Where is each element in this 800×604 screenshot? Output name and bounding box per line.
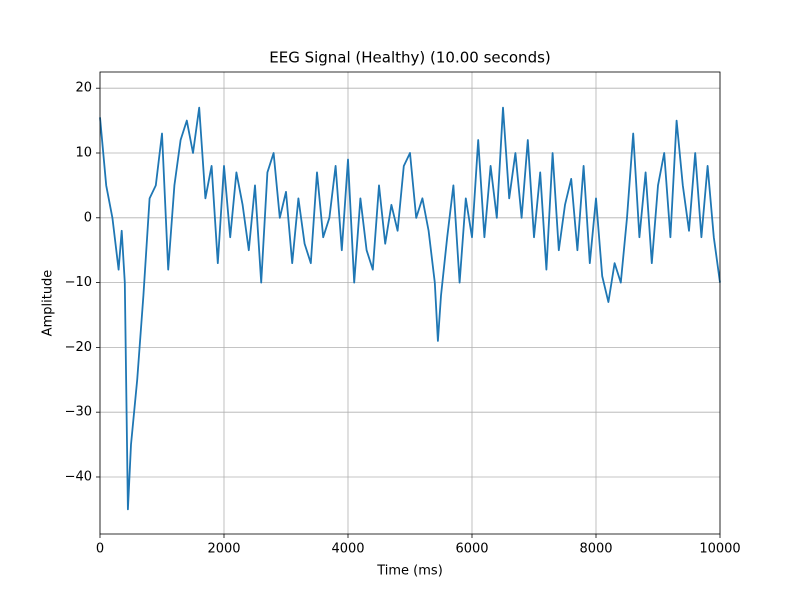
x-tick-label: 10000 [699,542,740,557]
x-tick-label: 0 [96,542,104,557]
y-tick-label: −30 [65,405,92,420]
y-tick-label: −10 [65,275,92,290]
y-tick-label: 10 [75,145,92,160]
x-tick-label: 6000 [455,542,488,557]
line-series [99,106,721,511]
chart-title: EEG Signal (Healthy) (10.00 seconds) [269,49,551,67]
x-axis-label: Time (ms) [376,564,443,579]
x-tick-label: 4000 [331,542,364,557]
y-tick-label: −20 [65,340,92,355]
plot-frame [99,71,721,535]
y-axis-label: Amplitude [41,270,56,337]
y-tick-label: 0 [84,210,92,225]
x-tick-label: 2000 [207,542,240,557]
x-tick-label: 8000 [579,542,612,557]
y-tick-label: −40 [65,469,92,484]
y-tick-label: 20 [75,81,92,96]
